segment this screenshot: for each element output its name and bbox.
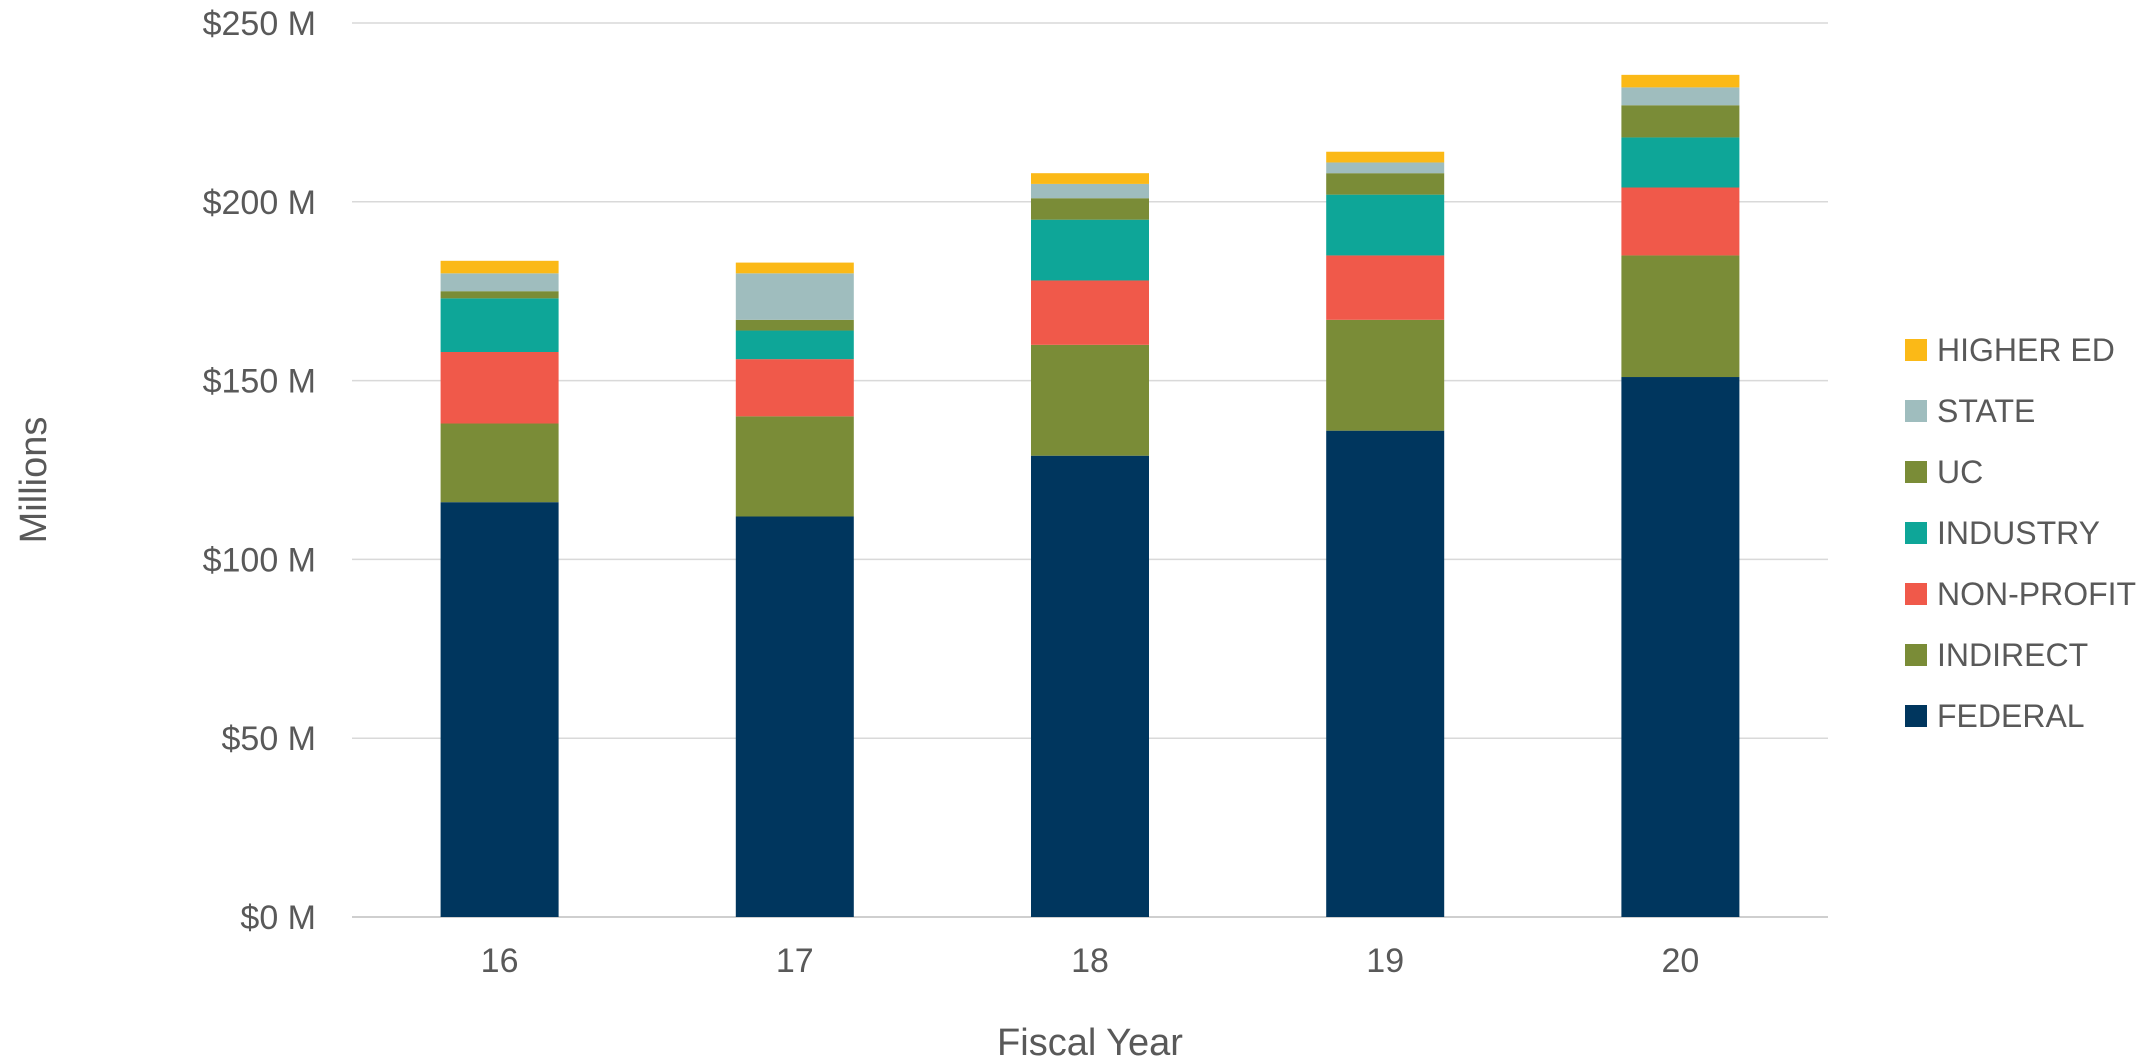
legend-label: INDIRECT (1937, 637, 2088, 673)
bar-segment-higher-ed (440, 260, 559, 274)
bar-segment-non-profit (1621, 187, 1740, 256)
bar-segment-state (1326, 162, 1445, 174)
y-tick-label: $250 M (203, 5, 316, 43)
x-axis-title: Fiscal Year (997, 1022, 1183, 1062)
legend-swatch (1905, 461, 1927, 483)
bar-segment-indirect (1031, 344, 1149, 456)
bar-segment-non-profit (1031, 280, 1149, 345)
legend-label: STATE (1937, 393, 2035, 429)
bar-segment-federal (1031, 455, 1149, 917)
y-tick-label: $150 M (203, 363, 316, 401)
bar-segment-higher-ed (1621, 74, 1740, 88)
bar-segment-higher-ed (1326, 151, 1445, 163)
legend-label: FEDERAL (1937, 698, 2085, 734)
x-tick-label: 16 (481, 942, 519, 980)
legend-swatch (1905, 339, 1927, 361)
bar-segment-federal (1326, 430, 1445, 917)
bar-segment-higher-ed (735, 262, 854, 274)
bar-segment-uc (440, 291, 559, 299)
legend-label: UC (1937, 454, 1983, 490)
bar-segment-indirect (735, 416, 854, 517)
bar-segment-state (1621, 87, 1740, 106)
legend-swatch (1905, 644, 1927, 666)
bars (440, 74, 1740, 917)
legend-label: HIGHER ED (1937, 332, 2115, 368)
bar-segment-non-profit (1326, 255, 1445, 320)
bar-segment-federal (1621, 377, 1740, 917)
bar-segment-higher-ed (1031, 173, 1149, 184)
legend-swatch (1905, 522, 1927, 544)
bar-segment-non-profit (440, 351, 559, 424)
legend-swatch (1905, 583, 1927, 605)
x-tick-label: 20 (1661, 942, 1699, 980)
bar-segment-industry (1621, 137, 1740, 188)
x-tick-label: 18 (1071, 942, 1109, 980)
bar-segment-industry (1326, 194, 1445, 256)
y-tick-label: $0 M (240, 899, 316, 937)
legend-swatch (1905, 705, 1927, 727)
bar-segment-non-profit (735, 359, 854, 417)
bar-segment-industry (440, 298, 559, 352)
bar-segment-industry (1031, 219, 1149, 281)
bar-segment-industry (735, 330, 854, 360)
bar-segment-indirect (1621, 255, 1740, 378)
bar-segment-uc (1031, 198, 1149, 220)
legend-label: NON-PROFIT (1937, 576, 2136, 612)
axes: $0 M $50 M $100 M $150 M $200 M $250 M 16 17 18 1… (203, 5, 1700, 980)
x-tick-label: 19 (1366, 942, 1404, 980)
y-axis-title: Millions (13, 417, 55, 544)
bar-segment-uc (1621, 105, 1740, 138)
bar-segment-federal (735, 516, 854, 917)
legend: HIGHER ED STATE UC INDUSTRY NON-PROFIT INDIRE… (1905, 332, 2136, 734)
bar-segment-state (1031, 183, 1149, 199)
bar-segment-uc (735, 319, 854, 331)
bar-segment-indirect (440, 423, 559, 503)
bar-segment-uc (1326, 173, 1445, 195)
y-tick-label: $100 M (203, 541, 316, 579)
bar-segment-state (735, 273, 854, 320)
bar-segment-indirect (1326, 319, 1445, 431)
legend-swatch (1905, 400, 1927, 422)
x-tick-label: 17 (776, 942, 814, 980)
y-tick-label: $50 M (222, 720, 317, 758)
y-tick-label: $200 M (203, 184, 316, 222)
legend-label: INDUSTRY (1937, 515, 2100, 551)
bar-segment-state (440, 273, 559, 292)
bar-segment-federal (440, 502, 559, 917)
